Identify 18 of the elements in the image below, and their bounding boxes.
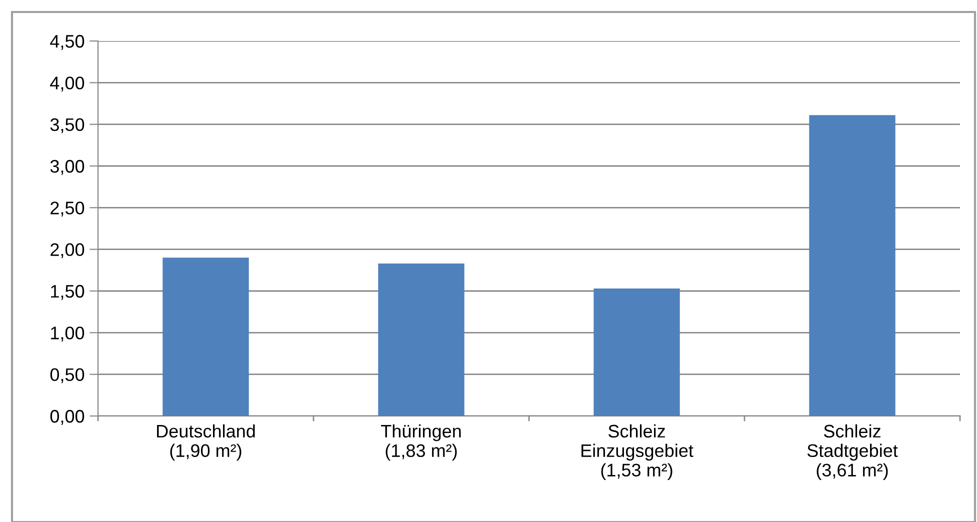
y-tick-label: 1,50 [51, 284, 84, 300]
y-tick-label: 4,00 [50, 76, 84, 92]
x-tick-label: Thüringen (1,83 m²) [381, 424, 461, 461]
x-tick-label: Schleiz Stadtgebiet (3,61 m²) [807, 424, 898, 480]
bar [594, 288, 680, 416]
bar [378, 264, 464, 416]
x-tick-label: Schleiz Einzugsgebiet (1,53 m²) [582, 424, 694, 480]
y-tick-label: 4,50 [50, 34, 84, 50]
y-tick-label: 1,00 [51, 326, 84, 342]
x-tick-label: Deutschland (1,90 m²) [157, 424, 255, 461]
y-tick-label: 2,50 [50, 202, 84, 217]
y-tick-label: 3,50 [50, 118, 84, 134]
bar [809, 115, 896, 416]
bar [162, 258, 249, 416]
y-tick-label: 3,00 [50, 160, 84, 175]
y-tick-label: 0,50 [50, 368, 84, 384]
y-tick-label: 0,00 [50, 410, 84, 425]
y-tick-label: 2,00 [50, 243, 84, 258]
